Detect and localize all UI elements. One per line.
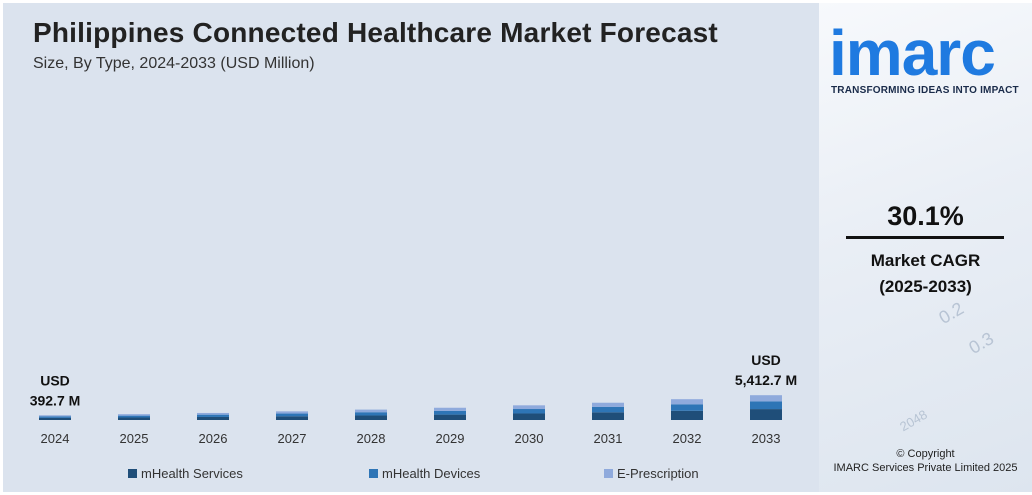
bar-segment-2027-mhealth-services [276,416,308,420]
bar-segment-2031-mhealth-devices [592,406,624,413]
bar-segment-2024-e-prescription [39,415,71,417]
bar-segment-2029-e-prescription [434,407,466,411]
bar-segment-2027-e-prescription [276,411,308,414]
legend-label-mhealth-devices: mHealth Devices [382,466,481,481]
x-tick-label: 2028 [357,431,386,446]
x-tick-label: 2031 [594,431,623,446]
legend-item-mhealth-devices: mHealth Devices [369,466,480,481]
x-tick-label: 2025 [120,431,149,446]
bar-segment-2029-mhealth-devices [434,410,466,415]
bar-segment-2025-mhealth-services [118,417,150,420]
bar-segment-2026-mhealth-devices [197,414,229,417]
legend-item-mhealth-services: mHealth Services [128,466,243,481]
legend-label-mhealth-services: mHealth Services [141,466,243,481]
x-tick-label: 2030 [515,431,544,446]
legend-swatch-e-prescription [604,469,613,478]
bar-segment-2031-e-prescription [592,402,624,407]
tagline: TRANSFORMING IDEAS INTO IMPACT [831,85,1019,96]
bar-segment-2029-mhealth-services [434,414,466,420]
value-annotation-line2: 5,412.7 M [735,372,797,388]
chart-title: Philippines Connected Healthcare Market … [33,17,718,48]
x-tick-label: 2024 [41,431,70,446]
legend-swatch-mhealth-services [128,469,137,478]
bar-segment-2031-mhealth-services [592,412,624,420]
bar-segment-2033-e-prescription [750,395,782,402]
chart-panel: Philippines Connected Healthcare Market … [3,3,819,492]
bar-segment-2026-e-prescription [197,412,229,415]
bar-segment-2030-mhealth-devices [513,409,545,414]
bar-segment-2026-mhealth-services [197,416,229,420]
bar-segment-2032-mhealth-devices [671,404,703,411]
value-annotation-line1: USD [751,352,781,368]
value-annotation-line1: USD [40,372,70,388]
cagr-value: 30.1% [887,201,964,231]
bar-chart: 2024 USD 392.7 M 2025 2026 2027 2028 2029 2030 20… [30,352,797,446]
value-annotation-line2: 392.7 M [30,392,81,408]
bar-segment-2025-e-prescription [118,414,150,416]
bar-segment-2028-e-prescription [355,409,387,413]
cagr-label: Market CAGR [870,251,981,270]
bar-segment-2028-mhealth-services [355,415,387,420]
bar-segment-2028-mhealth-devices [355,412,387,416]
x-tick-label: 2026 [199,431,228,446]
bar-segment-2032-e-prescription [671,399,703,405]
bar-segment-2030-e-prescription [513,405,545,410]
bar-segment-2032-mhealth-services [671,410,703,420]
bar-segment-2025-mhealth-devices [118,415,150,418]
bar-segment-2030-mhealth-services [513,413,545,420]
bar-segment-2033-mhealth-devices [750,401,782,410]
decorative-number: 0.3 [965,328,998,358]
decorative-number: 2048 [897,406,930,435]
legend-item-e-prescription: E-Prescription [604,466,699,481]
x-tick-label: 2032 [673,431,702,446]
cagr-period: (2025-2033) [879,277,972,296]
legend-label-e-prescription: E-Prescription [617,466,699,481]
legend-swatch-mhealth-devices [369,469,378,478]
imarc-logo: imarc [829,17,996,89]
bar-segment-2024-mhealth-devices [39,416,71,418]
bar-segment-2024-mhealth-services [39,417,71,420]
company-name: IMARC Services Private Limited 2025 [833,462,1018,474]
side-panel: 0.2 0.3 2048 imarc TRANSFORMING IDEAS IN… [819,3,1032,492]
decorative-number: 0.2 [935,298,968,328]
x-tick-label: 2027 [278,431,307,446]
copyright: © Copyright [896,448,955,460]
bar-segment-2033-mhealth-services [750,409,782,420]
x-tick-label: 2029 [436,431,465,446]
x-tick-label: 2033 [752,431,781,446]
chart-subtitle: Size, By Type, 2024-2033 (USD Million) [33,55,315,72]
bar-segment-2027-mhealth-devices [276,413,308,417]
cagr-divider [846,236,1004,239]
